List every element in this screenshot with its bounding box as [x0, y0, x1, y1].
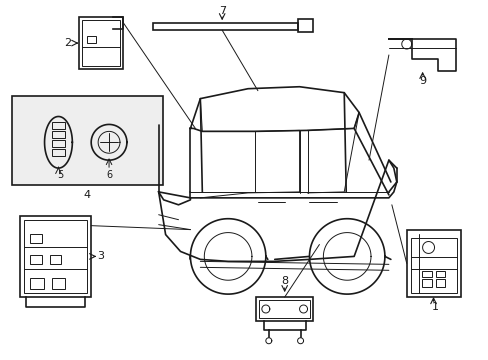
Bar [421, 279, 431, 287]
Text: 7: 7 [218, 6, 225, 16]
Bar [51, 140, 65, 147]
Text: 9: 9 [418, 76, 426, 86]
Text: 8: 8 [281, 276, 287, 286]
Bar [51, 149, 65, 156]
Bar [30, 234, 41, 243]
Bar [49, 255, 61, 264]
Bar [297, 19, 313, 32]
Bar [87, 36, 96, 43]
Bar [51, 131, 65, 138]
Bar [258, 300, 310, 318]
Bar [20, 216, 91, 297]
Bar [435, 271, 445, 277]
Bar [24, 220, 87, 293]
Bar [421, 271, 431, 277]
Bar [79, 17, 122, 69]
Text: 2: 2 [64, 38, 71, 48]
Bar [255, 297, 313, 321]
Text: 3: 3 [98, 251, 104, 261]
Text: 5: 5 [57, 170, 63, 180]
Bar [406, 230, 460, 297]
Bar [410, 238, 456, 293]
Bar [82, 20, 120, 66]
Bar [30, 278, 43, 289]
Text: 4: 4 [83, 190, 91, 200]
Bar [51, 278, 65, 289]
Bar [435, 279, 445, 287]
Bar [12, 96, 163, 185]
Bar [51, 122, 65, 129]
Bar [30, 255, 41, 264]
Text: 6: 6 [106, 170, 112, 180]
Text: 1: 1 [431, 302, 438, 312]
Bar [152, 23, 297, 30]
